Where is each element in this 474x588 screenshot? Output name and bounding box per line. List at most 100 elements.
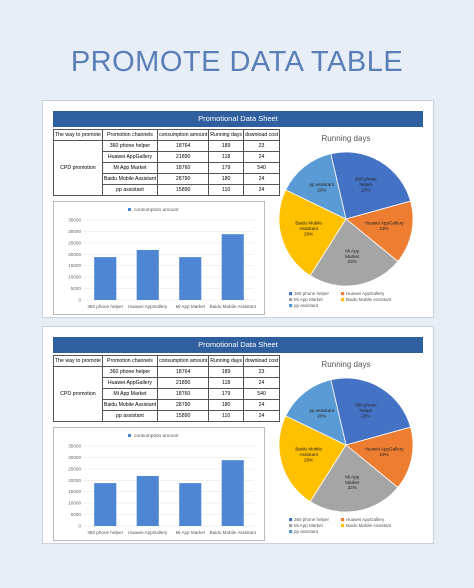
legend-label: Mi App Market bbox=[294, 523, 324, 528]
y-tick-label: 30000 bbox=[68, 229, 81, 234]
table-cell: 24 bbox=[242, 173, 281, 185]
legend-swatch bbox=[341, 298, 345, 302]
legend-label: 360 phone helper bbox=[294, 291, 330, 296]
legend-swatch bbox=[289, 298, 293, 302]
legend-label: Huawei AppGallery bbox=[346, 517, 385, 522]
legend-label: Huawei AppGallery bbox=[346, 291, 385, 296]
bar bbox=[179, 483, 202, 526]
legend-label: pp assistant bbox=[294, 303, 319, 308]
group-label: CPD promotion bbox=[53, 140, 103, 196]
x-tick-label: Baidu Mobile Assistant bbox=[210, 304, 257, 309]
legend-swatch bbox=[128, 434, 131, 437]
x-tick-label: 360 phone helper bbox=[87, 530, 123, 535]
page-title: PROMOTE DATA TABLE bbox=[70, 46, 404, 78]
table-header-row: The way to promote Promotion channels co… bbox=[53, 129, 281, 141]
table-cell: 118 bbox=[208, 377, 244, 389]
pie-chart: Running days 360 phone helper 23% Huawei App… bbox=[278, 360, 414, 534]
column-header: consumption amount bbox=[157, 129, 210, 141]
legend-swatch bbox=[289, 304, 293, 308]
y-tick-label: 35000 bbox=[68, 444, 81, 449]
legend-label: pp assistant bbox=[294, 529, 319, 534]
pie-chart: Running days 360 phone helper 23% Huawei App… bbox=[278, 134, 414, 308]
column-header: Promotion channels bbox=[101, 129, 159, 141]
column-header: Running days bbox=[208, 355, 244, 367]
table-cell: 18764 bbox=[157, 140, 210, 152]
y-tick-label: 25000 bbox=[68, 240, 81, 245]
table-cell: 24 bbox=[242, 184, 281, 196]
table-row: Huawei AppGallery 21890 118 24 bbox=[54, 377, 281, 389]
table-cell: 189 bbox=[208, 366, 244, 378]
legend-swatch bbox=[289, 530, 293, 534]
pie-slice bbox=[330, 377, 412, 446]
legend-swatch bbox=[128, 208, 131, 211]
bar bbox=[94, 257, 117, 300]
column-header: Running days bbox=[208, 129, 244, 141]
pie-data-label: Huawei AppGallery 23% bbox=[364, 447, 404, 457]
table-cell: 180 bbox=[208, 173, 244, 185]
table-cell: Mi App Market bbox=[101, 162, 159, 174]
table-cell: 179 bbox=[208, 162, 244, 174]
legend-swatch bbox=[289, 292, 293, 296]
table-cell: 179 bbox=[208, 388, 244, 400]
bar-chart: consumption amount 0 5000 10000 15000 20000 25… bbox=[53, 427, 265, 541]
table-cell: 110 bbox=[208, 184, 244, 196]
legend-label: consumption amount bbox=[134, 433, 179, 439]
table-cell: 180 bbox=[208, 399, 244, 411]
y-tick-label: 25000 bbox=[68, 466, 81, 471]
table-cell: 21890 bbox=[157, 377, 210, 389]
table-cell: 28790 bbox=[157, 173, 210, 185]
table-cell: 15890 bbox=[157, 184, 210, 196]
column-header: The way to promote bbox=[53, 129, 103, 141]
table-cell: Baidu Mobile Assistant bbox=[101, 173, 159, 185]
y-tick-label: 10000 bbox=[68, 501, 81, 506]
column-header: The way to promote bbox=[53, 355, 103, 367]
legend-swatch bbox=[341, 524, 345, 528]
y-tick-label: 15000 bbox=[68, 263, 81, 268]
bar bbox=[179, 257, 202, 300]
pie-data-label: Baidu Mobile Assistant 20% bbox=[295, 447, 322, 463]
column-header: Promotion channels bbox=[101, 355, 159, 367]
y-tick-label: 10000 bbox=[68, 275, 81, 280]
promotion-table: The way to promote Promotion channels co… bbox=[53, 129, 281, 196]
table-cell: Huawei AppGallery bbox=[101, 151, 159, 163]
pie-title: Running days bbox=[322, 360, 371, 369]
pie-data-label: pp assistant 20% bbox=[309, 182, 334, 192]
promotion-table: The way to promote Promotion channels co… bbox=[53, 355, 281, 422]
pie-slice bbox=[309, 444, 399, 513]
data-sheet-1: Promotional Data Sheet The way to promot… bbox=[42, 100, 434, 318]
y-tick-label: 5000 bbox=[71, 512, 82, 517]
legend-label: Baidu Mobile Assistant bbox=[346, 297, 392, 302]
x-tick-label: Baidu Mobile Assistant bbox=[210, 530, 257, 535]
table-row: CPD promotion 360 phone helper 18764 189… bbox=[53, 140, 281, 196]
table-cell: Mi App Market bbox=[101, 388, 159, 400]
table-cell: Huawei AppGallery bbox=[101, 377, 159, 389]
x-tick-label: Mi App Market bbox=[176, 530, 206, 535]
table-cell: 118 bbox=[208, 151, 244, 163]
pie-slice bbox=[345, 200, 414, 262]
table-cell: 21890 bbox=[157, 151, 210, 163]
y-tick-label: 20000 bbox=[68, 252, 81, 257]
group-label: CPD promotion bbox=[53, 366, 103, 422]
table-cell: 110 bbox=[208, 410, 244, 422]
pie-data-label: Baidu Mobile Assistant 20% bbox=[295, 221, 322, 237]
pie-slice bbox=[309, 218, 399, 287]
table-cell: 360 phone helper bbox=[101, 140, 159, 152]
table-cell: 18760 bbox=[157, 388, 210, 400]
bar-chart: consumption amount 0 5000 10000 15000 20000 25… bbox=[53, 201, 265, 315]
legend-swatch bbox=[341, 292, 345, 296]
pie-slice bbox=[285, 379, 347, 446]
table-row: pp assistant 15890 110 24 bbox=[54, 184, 281, 196]
table-cell: 23 bbox=[242, 366, 281, 378]
legend-swatch bbox=[341, 518, 345, 522]
bar bbox=[221, 460, 244, 526]
table-cell: 360 phone helper bbox=[101, 366, 159, 378]
pie-slice bbox=[330, 151, 412, 220]
bar bbox=[94, 483, 117, 526]
y-tick-label: 20000 bbox=[68, 478, 81, 483]
x-tick-label: Huawei AppGallery bbox=[128, 530, 168, 535]
legend-label: 360 phone helper bbox=[294, 517, 330, 522]
pie-title: Running days bbox=[322, 134, 371, 143]
pie-data-label: pp assistant 20% bbox=[309, 408, 334, 418]
pie-data-label: 360 phone helper 23% bbox=[355, 403, 377, 419]
legend-swatch bbox=[289, 518, 293, 522]
